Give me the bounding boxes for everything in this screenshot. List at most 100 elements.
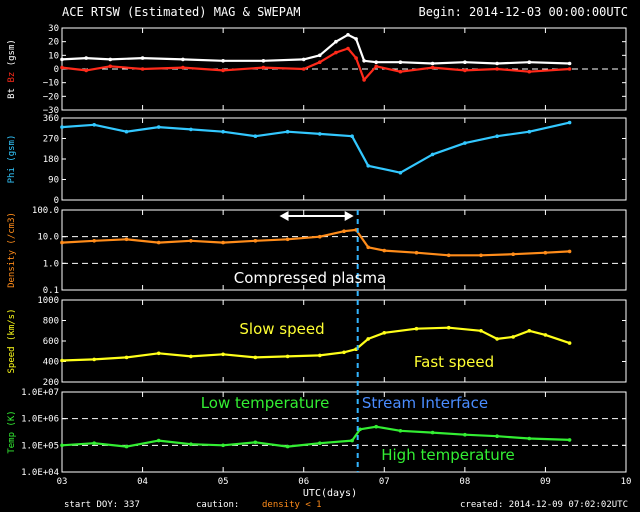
y-tick-label-density: 10.0: [37, 233, 59, 243]
y-tick-label-phi: 180: [43, 155, 59, 165]
footer-caution-label: caution:: [196, 500, 239, 510]
annotation-stream-interface: Stream Interface: [362, 394, 488, 412]
data-point-speed: [511, 335, 515, 339]
data-point-density: [382, 248, 387, 253]
data-point-phi: [495, 134, 499, 138]
data-point-temp: [463, 432, 467, 437]
annotation-slow-speed: Slow speed: [239, 320, 324, 338]
x-tick-label: 09: [540, 477, 551, 487]
data-point-temp: [124, 444, 129, 449]
x-axis-label: UTC(days): [303, 488, 357, 499]
data-point-speed: [479, 329, 483, 333]
data-point-density: [567, 249, 572, 254]
data-point-temp: [358, 427, 362, 432]
panel-frame-temp: [61, 391, 627, 473]
annotation-fast-speed: Fast speed: [414, 353, 494, 371]
data-point-temp: [318, 441, 322, 446]
y-tick-label-temp: 1.0E+05: [21, 441, 59, 451]
x-axis: 03 04 05 06 07 08 09 10: [57, 28, 632, 487]
x-tick-label: 08: [459, 477, 470, 487]
x-tick-label: 07: [379, 477, 390, 487]
data-point-bt: [362, 59, 366, 63]
data-point-phi: [366, 164, 371, 168]
data-point-bz: [567, 67, 572, 71]
arrow-head-left: [279, 211, 289, 221]
data-point-phi: [398, 170, 403, 175]
data-point-bt: [398, 60, 403, 64]
data-point-temp: [253, 440, 258, 445]
data-point-bt: [60, 57, 64, 62]
y-axis-label-density: Density (/cm3): [7, 212, 17, 288]
chart-title: ACE RTSW (Estimated) MAG & SWEPAM: [62, 5, 300, 19]
y-axis-label-part: Phi (gsm): [7, 135, 17, 184]
y-axis-label-part: (gsm): [7, 39, 17, 72]
data-point-phi: [463, 141, 467, 145]
arrow-head-right: [344, 211, 354, 221]
y-axis-label-temp: Temp (K): [7, 410, 17, 453]
data-point-phi: [189, 127, 193, 132]
data-point-temp: [156, 438, 161, 443]
data-point-bz: [261, 65, 266, 70]
footer-caution-value: density < 1: [262, 500, 322, 510]
data-point-bz: [301, 67, 306, 71]
data-point-bz: [463, 68, 467, 73]
data-point-speed: [446, 325, 451, 330]
y-tick-label-phi: 270: [43, 135, 59, 145]
data-point-density: [543, 250, 548, 255]
data-point-bz: [334, 50, 338, 55]
data-point-temp: [189, 442, 193, 447]
data-point-speed: [567, 341, 572, 345]
data-point-temp: [374, 424, 379, 429]
data-point-density: [60, 240, 64, 245]
data-point-density: [414, 250, 419, 255]
data-point-speed: [156, 351, 161, 356]
data-point-bz: [140, 67, 145, 71]
data-point-density: [189, 239, 193, 243]
y-tick-label-speed: 600: [43, 337, 59, 347]
data-point-speed: [253, 355, 258, 360]
data-point-bt: [334, 39, 338, 44]
data-point-temp: [60, 443, 64, 448]
annotation-high-temperature: High temperature: [381, 446, 515, 464]
x-tick-label: 10: [621, 477, 632, 487]
data-point-bz: [60, 65, 64, 70]
data-point-speed: [60, 358, 64, 363]
data-point-temp: [527, 436, 532, 441]
data-point-bt: [430, 61, 435, 66]
data-point-bt: [318, 53, 322, 58]
data-point-phi: [124, 129, 129, 134]
data-point-bz: [108, 64, 113, 69]
y-tick-label-density: 100.0: [32, 206, 59, 216]
begin-time: Begin: 2014-12-03 00:00:00UTC: [418, 5, 628, 19]
data-point-speed: [285, 354, 290, 359]
footer-start-doy: start DOY: 337: [64, 500, 140, 510]
y-tick-label-temp: 1.0E+04: [21, 468, 59, 478]
data-point-phi: [92, 123, 96, 127]
y-tick-label-speed: 200: [43, 378, 59, 388]
y-axis-label-part: Temp (K): [7, 410, 17, 453]
y-tick-label-speed: 800: [43, 317, 59, 327]
data-point-density: [446, 253, 451, 258]
y-tick-label-mag: 20: [48, 38, 59, 48]
y-tick-label-temp: 1.0E+06: [21, 415, 59, 425]
data-point-bt: [354, 37, 358, 41]
x-tick-label: 05: [218, 477, 229, 487]
x-tick-label: 03: [57, 477, 68, 487]
data-point-bt: [463, 60, 467, 64]
y-tick-label-mag: 0: [54, 65, 59, 75]
data-point-temp: [398, 429, 403, 433]
data-point-temp: [495, 434, 499, 439]
data-point-bt: [84, 56, 88, 60]
data-point-speed: [414, 326, 419, 331]
data-point-bt: [261, 59, 266, 63]
data-point-phi: [285, 129, 290, 134]
y-tick-label-phi: 0: [54, 196, 59, 206]
data-point-bz: [346, 46, 350, 51]
data-point-speed: [92, 357, 96, 362]
data-point-speed: [543, 333, 548, 337]
data-point-speed: [527, 329, 532, 333]
y-tick-label-density: 0.1: [43, 286, 59, 296]
data-point-temp: [221, 443, 225, 448]
